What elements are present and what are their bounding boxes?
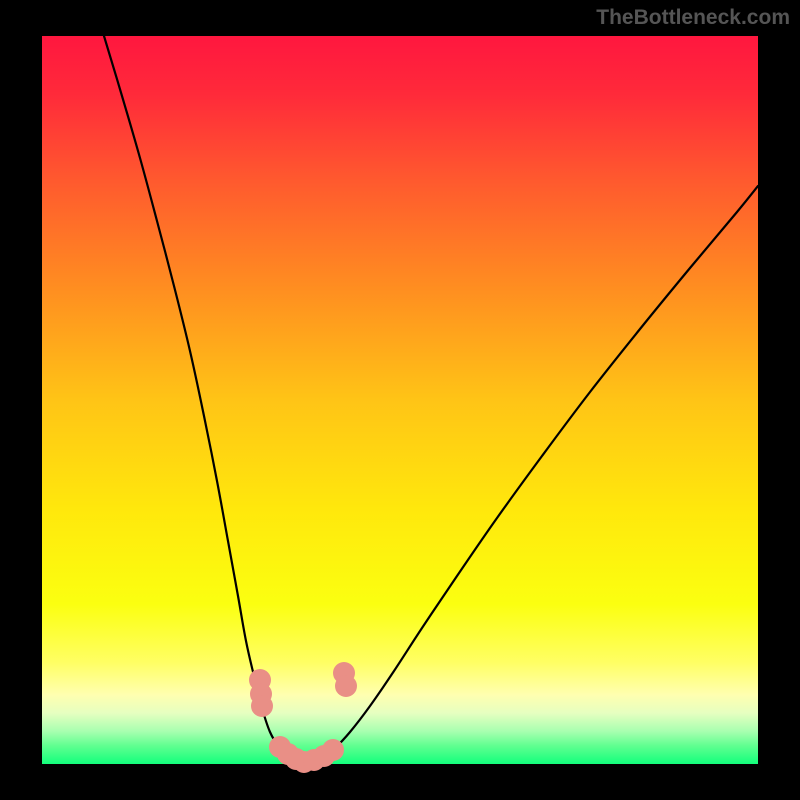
data-marker	[251, 695, 273, 717]
data-markers-layer	[42, 36, 758, 764]
plot-area	[42, 36, 758, 764]
data-marker	[335, 675, 357, 697]
watermark-text: TheBottleneck.com	[596, 6, 790, 30]
data-marker	[322, 739, 344, 761]
